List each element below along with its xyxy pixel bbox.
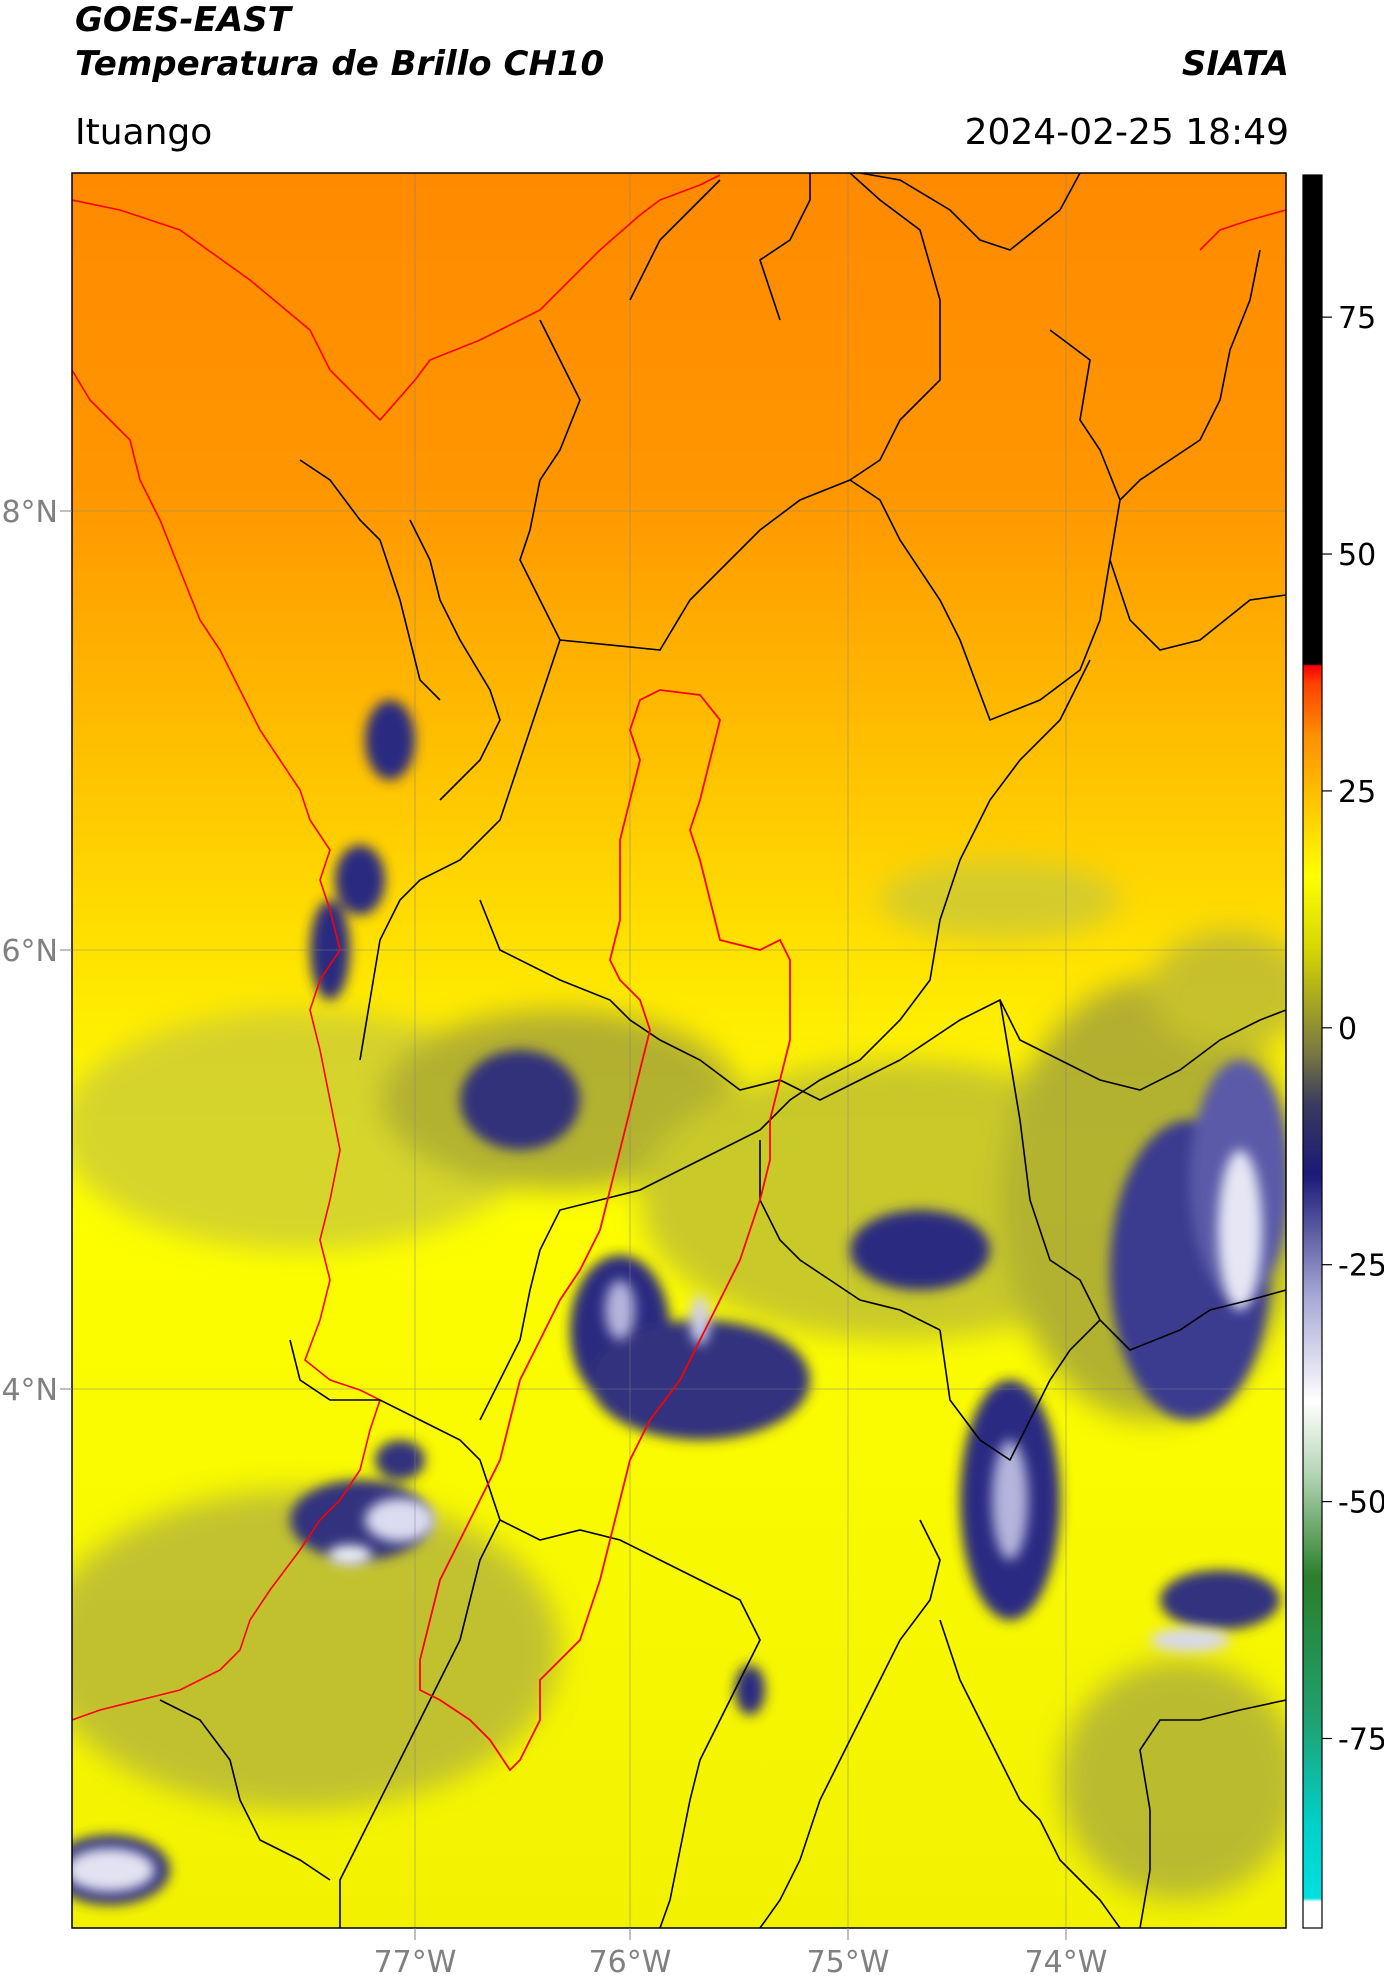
lon-tick-77w: 77°W	[374, 1945, 457, 1980]
map-area	[72, 173, 1286, 1928]
colorbar-tick-label: 50	[1338, 538, 1376, 573]
deep-convection-layer	[72, 700, 1286, 1905]
colorbar-tick-label: -50	[1338, 1486, 1384, 1521]
coastline	[72, 174, 1286, 1721]
lon-tick-76w: 76°W	[589, 1945, 672, 1980]
admin-boundaries	[159, 173, 1286, 1928]
ituango-region-outline	[419, 689, 791, 1772]
title-line-1: GOES-EAST	[75, 0, 291, 40]
colorbar-tick-label: 25	[1338, 775, 1376, 810]
colorbar-tick-label: -75	[1338, 1722, 1384, 1757]
longitude-ticks: 77°W 76°W 75°W 74°W	[374, 1928, 1108, 1980]
colorbar-tick-label: -25	[1338, 1249, 1384, 1284]
datetime-label: 2024-02-25 18:49	[964, 112, 1289, 153]
region-label: Ituango	[75, 112, 213, 153]
colorbar: 75 50 25 0 -25 -50 -75	[1302, 174, 1384, 1929]
colorbar-tick-label: 0	[1338, 1012, 1357, 1047]
colorbar-tick-label: 75	[1338, 301, 1376, 336]
colorbar-frame	[1302, 174, 1323, 1929]
title-line-2: Temperatura de Brillo CH10	[75, 44, 605, 84]
colorbar-gradient	[1303, 175, 1322, 1928]
map-frame	[71, 172, 1287, 1929]
coldest-tops-layer	[72, 1150, 1262, 1892]
lon-tick-75w: 75°W	[807, 1945, 890, 1980]
lat-tick-8n: 8°N	[1, 495, 58, 530]
lon-tick-74w: 74°W	[1025, 1945, 1108, 1980]
lat-tick-4n: 4°N	[1, 1373, 58, 1408]
latitude-ticks: 8°N 6°N 4°N	[1, 495, 72, 1408]
org-label: SIATA	[1181, 44, 1289, 84]
graticule	[72, 173, 1286, 1928]
lat-tick-6n: 6°N	[1, 934, 58, 969]
